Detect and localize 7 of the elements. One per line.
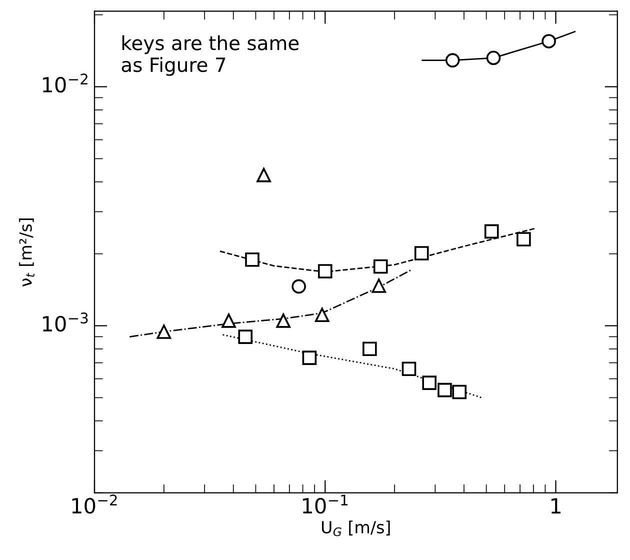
- x-tick-label: 10$^{−2}$: [72, 494, 117, 514]
- x-tick-label: 10$^{−1}$: [302, 494, 348, 514]
- y-axis-title: ν$_{t}$ [m²/s]: [18, 218, 34, 286]
- annotation: keys are the same as Figure 7: [122, 35, 299, 76]
- x-axis-title: U$_{G}$ [m/s]: [322, 520, 390, 536]
- x-tick-label: 1: [551, 498, 560, 514]
- y-tick-label: 10$^{−3}$: [42, 312, 88, 332]
